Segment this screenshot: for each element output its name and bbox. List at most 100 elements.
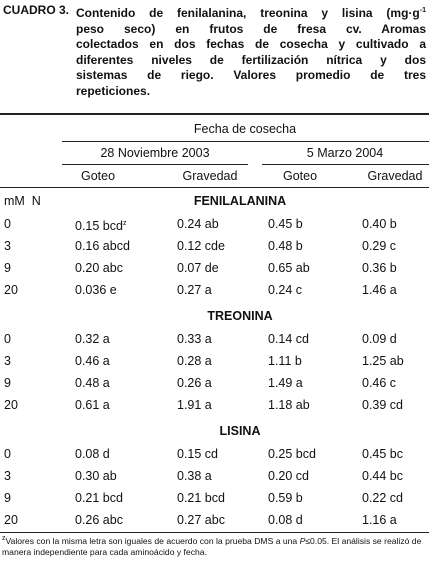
row-label: 9 — [4, 376, 11, 390]
cell: 0.44 bc — [362, 469, 404, 483]
row-label: 9 — [4, 491, 11, 505]
column-header: Goteo — [80, 169, 116, 183]
row-label: 0 — [4, 447, 11, 461]
caption: Contenido de fenilalanina, treonina y li… — [76, 3, 426, 99]
cell: 0.46 a — [75, 354, 110, 368]
cell: 0.036 e — [75, 283, 117, 297]
cell: 0.36 b — [362, 261, 397, 275]
cell: 0.28 a — [177, 354, 212, 368]
cell: 0.21 bcd — [177, 491, 225, 505]
row-label: 3 — [4, 239, 11, 253]
rule — [262, 164, 429, 165]
cell: 0.29 c — [362, 239, 397, 253]
cell: 0.08 d — [268, 513, 303, 527]
footnote: zValores con la misma letra son iguales … — [2, 533, 427, 558]
cell: 1.11 b — [268, 354, 302, 368]
cell: 0.24 ab — [177, 217, 219, 231]
cell: 0.21 bcd — [75, 491, 123, 505]
caption-line: peso seco) en frutos de fresa cv. Aromas — [76, 22, 426, 38]
caption-text: Contenido de fenilalanina, treonina y li… — [76, 6, 420, 20]
rule — [0, 532, 429, 533]
row-header: mM N — [4, 194, 41, 208]
cell: 0.39 cd — [362, 398, 404, 412]
caption-line: repeticiones. — [76, 84, 426, 100]
cell: 0.61 a — [75, 398, 110, 412]
column-header: Gravedad — [367, 169, 423, 183]
cell: 0.25 bcd — [268, 447, 316, 461]
cell: 1.25 ab — [362, 354, 404, 368]
caption-superscript: -1 — [419, 7, 426, 14]
footnote-italic: P — [299, 535, 306, 546]
cell: 0.33 a — [177, 332, 212, 346]
caption-text: peso seco) en frutos de fresa cv. Aromas — [76, 21, 426, 36]
cell: 0.22 cd — [362, 491, 404, 505]
rule — [62, 164, 248, 165]
cell: 0.27 a — [177, 283, 212, 297]
group-header: Fecha de cosecha — [193, 122, 297, 136]
rule — [0, 113, 429, 115]
row-label: 0 — [4, 332, 11, 346]
footnote-text: Valores con la misma letra son iguales d… — [5, 535, 300, 546]
cell: 1.46 a — [362, 283, 397, 297]
row-label: 3 — [4, 354, 11, 368]
cell: 0.07 de — [177, 261, 219, 275]
cell: 0.59 b — [268, 491, 303, 505]
rule — [62, 141, 429, 142]
cell: 0.15 cd — [177, 447, 219, 461]
cell: 0.20 cd — [268, 469, 310, 483]
caption-text: diferentes niveles de fertilización nítr… — [76, 52, 426, 67]
cell: 0.26 abc — [75, 513, 123, 527]
caption-text: sistemas de riego. Valores promedio de t… — [76, 68, 426, 82]
cell: 0.45 b — [268, 217, 303, 231]
cell: 1.16 a — [362, 513, 397, 527]
cell: 0.48 b — [268, 239, 303, 253]
cell: 1.18 ab — [268, 398, 310, 412]
row-label: 0 — [4, 217, 11, 231]
column-header: Gravedad — [182, 169, 238, 183]
section-title: TREONINA — [207, 309, 273, 323]
caption-text: colectados en dos fechas de cosecha y cu… — [76, 37, 426, 51]
cell: 0.08 d — [75, 447, 110, 461]
caption-line: Contenido de fenilalanina, treonina y li… — [76, 3, 426, 22]
cell: 1.91 a — [177, 398, 212, 412]
section-title: FENILALANINA — [193, 194, 287, 208]
section-title: LISINA — [219, 424, 261, 438]
cell: 0.09 d — [362, 332, 397, 346]
cell: 0.30 ab — [75, 469, 117, 483]
caption-text: repeticiones. — [76, 83, 151, 98]
cell: 0.24 c — [268, 283, 303, 297]
cell: 1.49 a — [268, 376, 303, 390]
cell: 0.48 a — [75, 376, 110, 390]
cell: 0.15 bcd — [75, 219, 123, 234]
row-label: 9 — [4, 261, 11, 275]
row-label: 20 — [4, 283, 18, 297]
column-header: Goteo — [282, 169, 318, 183]
cell: 0.27 abc — [177, 513, 225, 527]
row-label: 20 — [4, 513, 18, 527]
row-label: 3 — [4, 469, 11, 483]
row-label: 20 — [4, 398, 18, 412]
cell: 0.46 c — [362, 376, 397, 390]
footnote-text: ≤0.05. El análisis se realizó de manera … — [2, 535, 422, 557]
cell: 0.32 a — [75, 332, 110, 346]
caption-line: diferentes niveles de fertilización nítr… — [76, 53, 426, 69]
date-header: 28 Noviembre 2003 — [100, 146, 210, 160]
rule — [0, 187, 429, 188]
cell: 0.20 abc — [75, 261, 123, 275]
footnote-marker: z — [122, 220, 127, 227]
caption-line: sistemas de riego. Valores promedio de t… — [76, 68, 426, 84]
cell: 0.16 abcd — [75, 239, 130, 253]
cell: 0.12 cde — [177, 239, 225, 253]
caption-label: CUADRO 3. — [3, 3, 70, 17]
caption-line: colectados en dos fechas de cosecha y cu… — [76, 37, 426, 53]
cell: 0.45 bc — [362, 447, 404, 461]
cell: 0.65 ab — [268, 261, 310, 275]
cell: 0.40 b — [362, 217, 397, 231]
footnote-marker: z — [2, 535, 6, 542]
cell: 0.26 a — [177, 376, 212, 390]
cell: 0.14 cd — [268, 332, 310, 346]
cell: 0.15 bcdz — [75, 213, 126, 237]
date-header: 5 Marzo 2004 — [306, 146, 384, 160]
cell: 0.38 a — [177, 469, 212, 483]
